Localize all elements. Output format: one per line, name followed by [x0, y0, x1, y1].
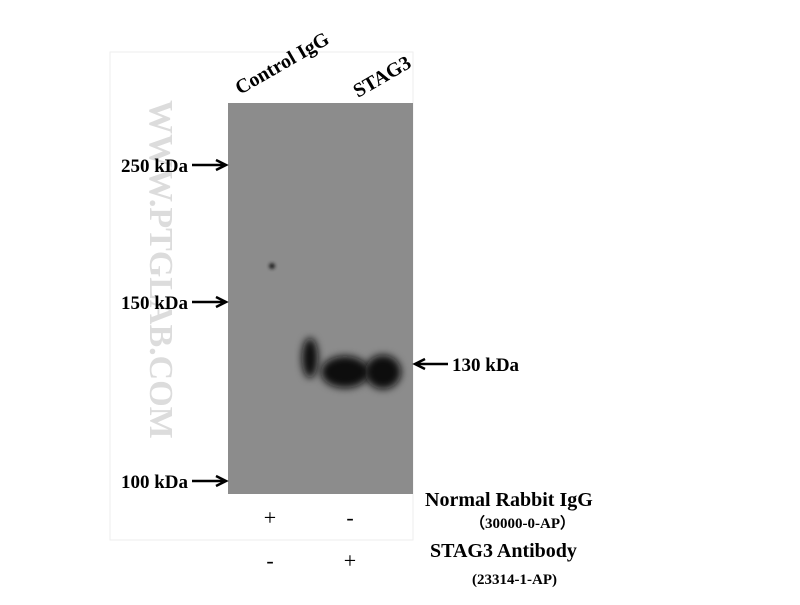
band	[365, 355, 401, 389]
band-label: 130 kDa	[452, 355, 520, 376]
lane-label: STAG3	[350, 52, 416, 103]
watermark: WWW.PTGLAB.COM	[142, 100, 179, 439]
blot-membrane	[228, 103, 413, 494]
catalog-number: (23314-1-AP)	[472, 572, 557, 588]
band	[321, 356, 369, 388]
sign: -	[266, 548, 273, 573]
marker-label: 250 kDa	[121, 156, 189, 177]
catalog-number: （30000-0-AP）	[470, 514, 575, 532]
sign: +	[344, 548, 356, 573]
spot	[269, 263, 275, 269]
lane-label: Control IgG	[232, 28, 334, 100]
band	[302, 338, 318, 378]
arrow	[412, 357, 448, 371]
arrow	[192, 295, 229, 309]
sign: -	[346, 505, 353, 530]
marker-label: 150 kDa	[121, 293, 189, 314]
sign: +	[264, 505, 276, 530]
marker-label: 100 kDa	[121, 472, 189, 493]
condition-name: STAG3 Antibody	[430, 540, 577, 562]
condition-name: Normal Rabbit IgG	[425, 489, 593, 511]
arrow	[192, 158, 229, 172]
marker: 250 kDa 150 kDa 100 kDa	[121, 156, 229, 493]
arrow	[192, 474, 229, 488]
